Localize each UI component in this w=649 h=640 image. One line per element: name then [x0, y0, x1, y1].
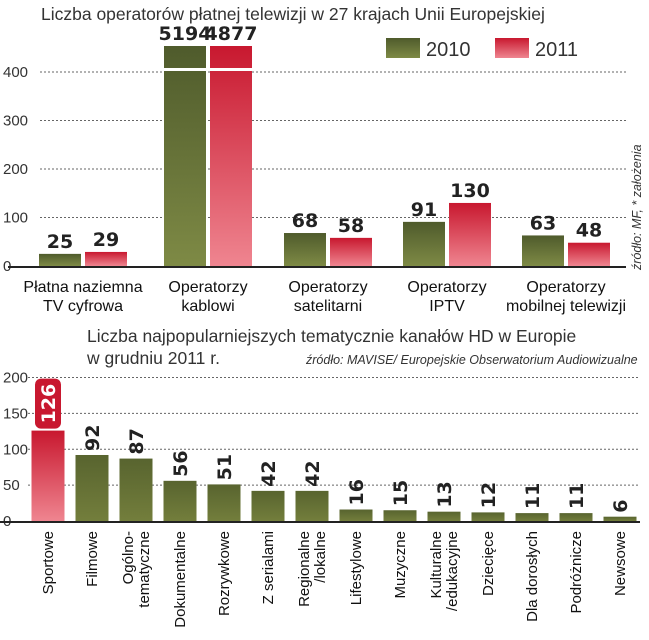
category-label: Dokumentalne	[172, 531, 189, 628]
value-badge	[35, 378, 61, 429]
category-label: Podróżnicze	[568, 531, 585, 614]
value-label: 87	[126, 428, 148, 454]
bar-13	[603, 516, 637, 521]
category-label: Newsowe	[612, 531, 629, 596]
legend-label: 2010	[426, 39, 471, 61]
axis-break	[163, 68, 207, 71]
y-tick-label: 400	[3, 64, 28, 81]
value-label: 42	[258, 460, 280, 486]
category-label: Operatorzy mobilnej telewizji	[506, 279, 626, 315]
bar-2010-1	[164, 46, 206, 266]
value-label: 29	[93, 229, 119, 251]
value-label: 68	[292, 210, 318, 232]
bar-12	[559, 513, 593, 521]
value-label: 51	[214, 454, 236, 480]
bar-3	[163, 480, 197, 521]
bar-8	[383, 510, 417, 521]
source-note: źródło: MF, * założenia	[630, 144, 644, 271]
category-label: Lifestylowe	[348, 531, 365, 605]
category-label: Dla dorosłych	[524, 531, 541, 622]
value-label: 63	[530, 212, 556, 234]
category-label: Sportowe	[40, 531, 57, 594]
category-label: Filmowe	[84, 531, 101, 587]
bar-2011-0	[85, 251, 127, 266]
category-label: Rozrywkowe	[216, 531, 233, 616]
bar-2010-3	[403, 221, 445, 266]
bar-2011-4	[568, 242, 610, 266]
axis-break	[209, 68, 253, 71]
y-tick-label: 300	[3, 113, 28, 130]
legend-label: 2011	[535, 39, 578, 61]
chart-title-line1: Liczba najpopularniejszych tematycznie k…	[87, 326, 576, 346]
category-label: Operatorzy satelitarni	[288, 279, 367, 315]
y-tick-label: 0	[3, 258, 11, 275]
value-label: 5194	[159, 23, 212, 45]
bar-2010-4	[522, 235, 564, 266]
value-label: 130	[450, 180, 490, 202]
bar-6	[295, 490, 329, 521]
y-tick-label: 200	[3, 370, 28, 387]
chart-title: Liczba operatorów płatnej telewizji w 27…	[41, 4, 545, 24]
bar-2011-1	[210, 46, 252, 266]
value-label: 16	[346, 479, 368, 505]
bar-2011-3	[449, 202, 491, 266]
category-label: Dziecięce	[480, 531, 497, 596]
category-label: Z serialami	[260, 531, 277, 604]
category-label: Operatorzy IPTV	[407, 279, 486, 315]
y-tick-label: 100	[3, 441, 28, 458]
value-label: 25	[47, 231, 73, 253]
value-label: 6	[610, 499, 632, 512]
chart-hd-channels: Liczba najpopularniejszych tematycznie k…	[0, 326, 640, 628]
value-label: 13	[434, 481, 456, 507]
bar-0	[31, 430, 65, 521]
bar-2	[119, 458, 153, 521]
category-label: Ogólno-tematyczne	[120, 531, 153, 608]
bar-2010-0	[39, 253, 81, 266]
value-label: 48	[576, 220, 602, 242]
chart-title-line2: w grudniu 2011 r.	[86, 348, 220, 368]
y-tick-label: 50	[3, 477, 20, 494]
bar-5	[251, 490, 285, 521]
source-note: źródło: MAVISE/ Europejskie Obserwatoriu…	[305, 353, 638, 367]
value-label: 42	[302, 460, 324, 486]
bar-2010-2	[284, 233, 326, 266]
value-label: 11	[522, 483, 544, 509]
value-label: 4877	[205, 23, 258, 45]
value-label: 15	[390, 480, 412, 506]
value-label: 92	[82, 425, 104, 451]
y-tick-label: 200	[3, 161, 28, 178]
y-tick-label: 150	[3, 405, 28, 422]
legend-swatch-2011	[495, 38, 529, 58]
category-label: Operatorzy kablowi	[168, 279, 247, 315]
chart-operators: Liczba operatorów płatnej telewizji w 27…	[3, 4, 644, 315]
category-label: Kulturalne/edukacyjne	[428, 531, 461, 611]
bar-10	[471, 512, 505, 521]
bar-4	[207, 484, 241, 521]
value-label: 12	[478, 482, 500, 508]
value-label: 56	[170, 450, 192, 476]
bar-11	[515, 513, 549, 521]
value-label: 91	[411, 199, 437, 221]
legend-swatch-2010	[386, 38, 420, 58]
bar-9	[427, 511, 461, 521]
y-tick-label: 100	[3, 210, 28, 227]
bar-7	[339, 509, 373, 521]
value-label: 11	[566, 483, 588, 509]
bar-2011-2	[330, 237, 372, 266]
value-label: 58	[338, 215, 364, 237]
category-label: Muzyczne	[392, 531, 409, 599]
category-label: Regionalne/lokalne	[296, 531, 329, 607]
value-label: 126	[38, 384, 60, 424]
bar-1	[75, 454, 109, 521]
category-label: Płatna naziemna TV cyfrowa	[23, 279, 142, 315]
